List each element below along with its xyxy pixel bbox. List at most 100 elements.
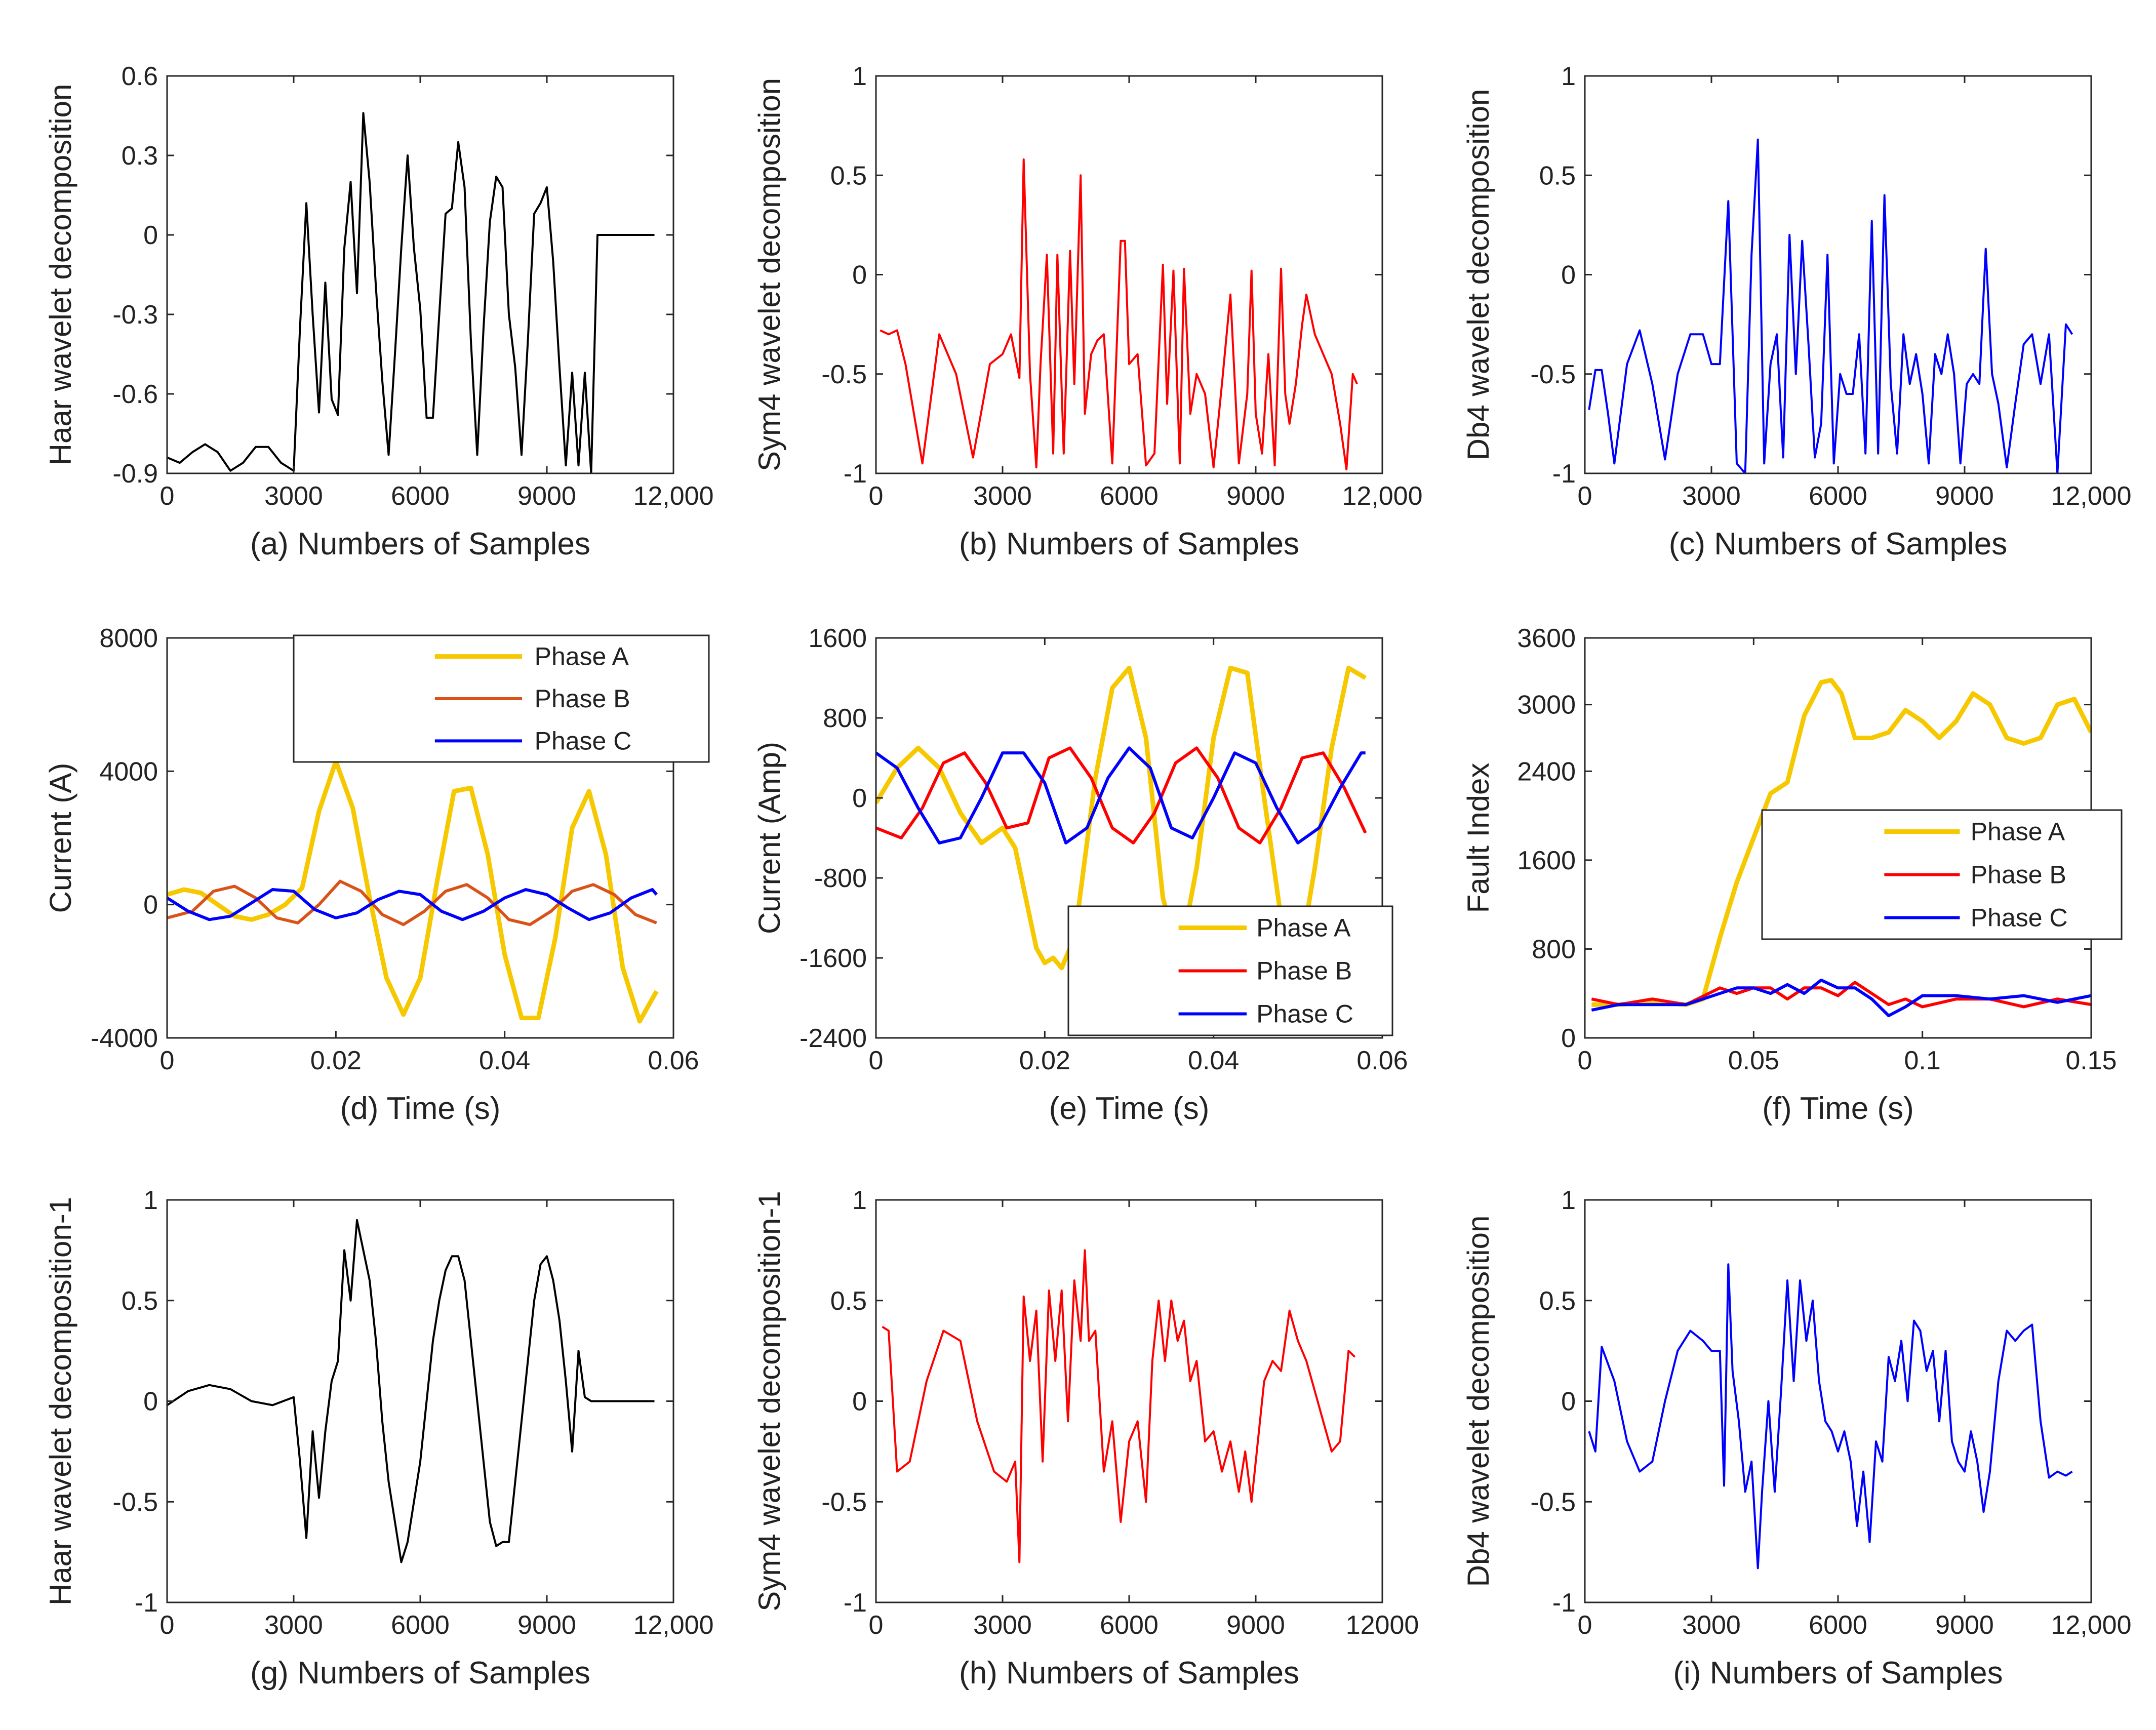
x-tick-label-i-2: 6000 — [1809, 1611, 1867, 1640]
y-axis-label-e: Current (Amp) — [752, 742, 786, 934]
x-tick-label-i-4: 12,000 — [2051, 1611, 2131, 1640]
x-tick-label-a-3: 9000 — [517, 481, 576, 511]
legend-label-f-2: Phase C — [1971, 904, 2068, 932]
panel-caption-a: (a) Numbers of Samples — [250, 527, 590, 561]
panel-caption-g: (g) Numbers of Samples — [250, 1656, 590, 1691]
y-tick-label-g-4: 1 — [143, 1186, 158, 1215]
legend-label-e-0: Phase A — [1256, 914, 1351, 942]
axes-frame-h — [875, 1199, 1383, 1603]
x-tick-label-a-2: 6000 — [391, 481, 450, 511]
legend-d: Phase A Phase B Phase C — [293, 634, 710, 763]
y-axis-label-c: Db4 wavelet decomposition — [1461, 89, 1495, 461]
x-tick-label-h-3: 9000 — [1226, 1611, 1285, 1640]
y-tick-label-g-0: -1 — [135, 1588, 158, 1618]
chart-panel-a: 0 3000 6000 9000 12,000 -0.9 -0.6 -0.3 0 0.3 0.6 Ha… — [44, 62, 714, 561]
y-axis-label-h: Sym4 wavelet decomposition-1 — [752, 1191, 786, 1611]
x-tick-label-i-1: 3000 — [1682, 1611, 1741, 1640]
y-axis-label-g: Haar wavelet decomposition-1 — [44, 1197, 77, 1605]
legend-e: Phase A Phase B Phase C — [1067, 905, 1393, 1036]
x-tick-label-g-0: 0 — [160, 1611, 175, 1640]
x-tick-label-c-2: 6000 — [1809, 481, 1867, 511]
y-tick-label-a-4: 0.3 — [122, 141, 158, 171]
series-line-b-0 — [880, 158, 1358, 471]
x-tick-label-f-1: 0.05 — [1728, 1046, 1779, 1075]
x-tick-label-h-2: 6000 — [1100, 1611, 1159, 1640]
y-tick-label-c-0: -1 — [1552, 459, 1576, 489]
y-tick-label-d-1: 0 — [143, 891, 158, 920]
y-tick-label-c-3: 0.5 — [1539, 161, 1576, 190]
y-axis-label-a: Haar wavelet decomposition — [44, 84, 77, 466]
y-tick-label-a-2: -0.3 — [112, 300, 158, 330]
series-line-e-0 — [876, 665, 1367, 971]
legend-label-d-0: Phase A — [535, 642, 629, 671]
x-tick-label-d-0: 0 — [160, 1046, 175, 1075]
y-tick-label-b-1: -0.5 — [821, 360, 867, 389]
y-axis-label-i: Db4 wavelet decomposition — [1461, 1216, 1495, 1587]
axes-frame-a — [166, 75, 674, 474]
y-tick-label-h-1: -0.5 — [821, 1487, 867, 1517]
x-tick-label-c-3: 9000 — [1935, 481, 1994, 511]
panel-caption-f: (f) Time (s) — [1762, 1091, 1914, 1126]
panel-caption-i: (i) Numbers of Samples — [1673, 1656, 2003, 1691]
y-tick-label-d-3: 8000 — [99, 624, 158, 653]
x-tick-label-h-0: 0 — [869, 1611, 884, 1640]
chart-panel-h: 0 3000 6000 9000 12000 -1 -0.5 0 0.5 1 Sym4 wavele… — [752, 1186, 1419, 1691]
y-tick-label-i-4: 1 — [1561, 1186, 1576, 1215]
y-tick-label-e-3: 0 — [852, 784, 867, 813]
legend-label-e-2: Phase C — [1256, 1000, 1353, 1028]
x-tick-label-g-4: 12,000 — [633, 1611, 713, 1640]
y-tick-label-e-2: -800 — [814, 864, 867, 893]
x-tick-label-g-3: 9000 — [517, 1611, 576, 1640]
y-tick-label-e-4: 800 — [823, 704, 867, 733]
y-tick-label-h-3: 0.5 — [830, 1286, 867, 1316]
series-line-d-2 — [167, 888, 658, 921]
series-line-h-0 — [882, 1249, 1356, 1563]
y-tick-label-d-0: -4000 — [91, 1024, 158, 1053]
y-tick-label-g-1: -0.5 — [112, 1487, 158, 1517]
y-tick-label-f-1: 800 — [1532, 935, 1576, 964]
y-tick-label-i-1: -0.5 — [1530, 1487, 1576, 1517]
y-axis-label-b: Sym4 wavelet decomposition — [752, 78, 786, 471]
x-tick-label-c-1: 3000 — [1682, 481, 1741, 511]
x-tick-label-b-0: 0 — [869, 481, 884, 511]
y-tick-label-a-0: -0.9 — [112, 459, 158, 489]
axes-frame-b — [875, 75, 1383, 474]
y-tick-label-i-3: 0.5 — [1539, 1286, 1576, 1316]
axes-frame-i — [1584, 1199, 2092, 1603]
y-tick-label-h-0: -1 — [844, 1588, 867, 1618]
x-tick-label-d-3: 0.06 — [648, 1046, 699, 1075]
y-tick-label-c-2: 0 — [1561, 261, 1576, 290]
series-line-d-1 — [167, 879, 657, 927]
x-tick-label-g-2: 6000 — [391, 1611, 450, 1640]
axes-frame-e — [875, 637, 1383, 1039]
panel-caption-h: (h) Numbers of Samples — [959, 1656, 1299, 1691]
x-tick-label-e-3: 0.06 — [1356, 1046, 1408, 1075]
y-tick-label-f-2: 1600 — [1517, 846, 1576, 875]
y-tick-label-f-3: 2400 — [1517, 757, 1576, 786]
legend-label-f-1: Phase B — [1971, 861, 2066, 889]
chart-panel-f: 0 0.05 0.1 0.15 0 800 1600 2400 3000 3600 Fault In… — [1461, 624, 2123, 1126]
y-tick-label-g-2: 0 — [143, 1387, 158, 1417]
series-line-e-2 — [876, 746, 1366, 844]
x-tick-label-b-4: 12,000 — [1342, 481, 1422, 511]
y-tick-label-i-0: -1 — [1552, 1588, 1576, 1618]
y-axis-label-d: Current (A) — [44, 763, 77, 913]
series-line-i-0 — [1588, 1263, 2073, 1570]
y-tick-label-a-5: 0.6 — [122, 62, 158, 91]
panel-caption-e: (e) Time (s) — [1049, 1091, 1210, 1126]
y-tick-label-e-1: -1600 — [800, 944, 867, 973]
chart-panel-i: 0 3000 6000 9000 12,000 -1 -0.5 0 0.5 1 Db4 wavele… — [1461, 1186, 2132, 1691]
series-line-f-1 — [1591, 981, 2091, 1009]
panel-caption-c: (c) Numbers of Samples — [1669, 527, 2007, 561]
y-tick-label-e-5: 1600 — [808, 624, 867, 653]
legend-f: Phase A Phase B Phase C — [1761, 809, 2123, 940]
x-tick-label-f-2: 0.1 — [1904, 1046, 1941, 1075]
chart-panel-g: 0 3000 6000 9000 12,000 -1 -0.5 0 0.5 1 Haar wavel… — [44, 1186, 714, 1691]
x-tick-label-b-2: 6000 — [1100, 481, 1159, 511]
y-tick-label-h-2: 0 — [852, 1387, 867, 1417]
x-tick-label-d-1: 0.02 — [310, 1046, 362, 1075]
x-tick-label-i-0: 0 — [1578, 1611, 1592, 1640]
x-tick-label-e-0: 0 — [869, 1046, 884, 1075]
y-tick-label-b-2: 0 — [852, 261, 867, 290]
